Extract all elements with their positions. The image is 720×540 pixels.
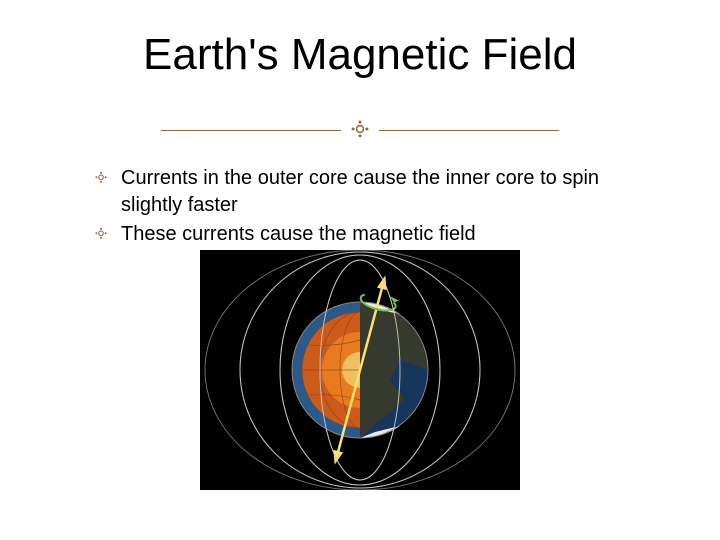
bullet-icon: ༓ <box>95 165 107 192</box>
magnetic-field-diagram <box>200 250 520 490</box>
bullet-list: ༓ Currents in the outer core cause the i… <box>95 165 635 250</box>
slide: Earth's Magnetic Field ༓ ༓ Currents in t… <box>0 0 720 540</box>
divider-line-right <box>379 130 559 131</box>
title-divider: ༓ <box>0 115 720 145</box>
divider-flourish-icon: ༓ <box>345 115 375 145</box>
list-item: ༓ Currents in the outer core cause the i… <box>95 165 635 219</box>
diagram-container <box>0 250 720 495</box>
bullet-icon: ༓ <box>95 221 107 248</box>
bullet-text: Currents in the outer core cause the inn… <box>121 167 599 216</box>
bullet-text: These currents cause the magnetic field <box>121 223 476 245</box>
list-item: ༓ These currents cause the magnetic fiel… <box>95 221 635 248</box>
divider-line-left <box>161 130 341 131</box>
slide-title: Earth's Magnetic Field <box>0 30 720 80</box>
